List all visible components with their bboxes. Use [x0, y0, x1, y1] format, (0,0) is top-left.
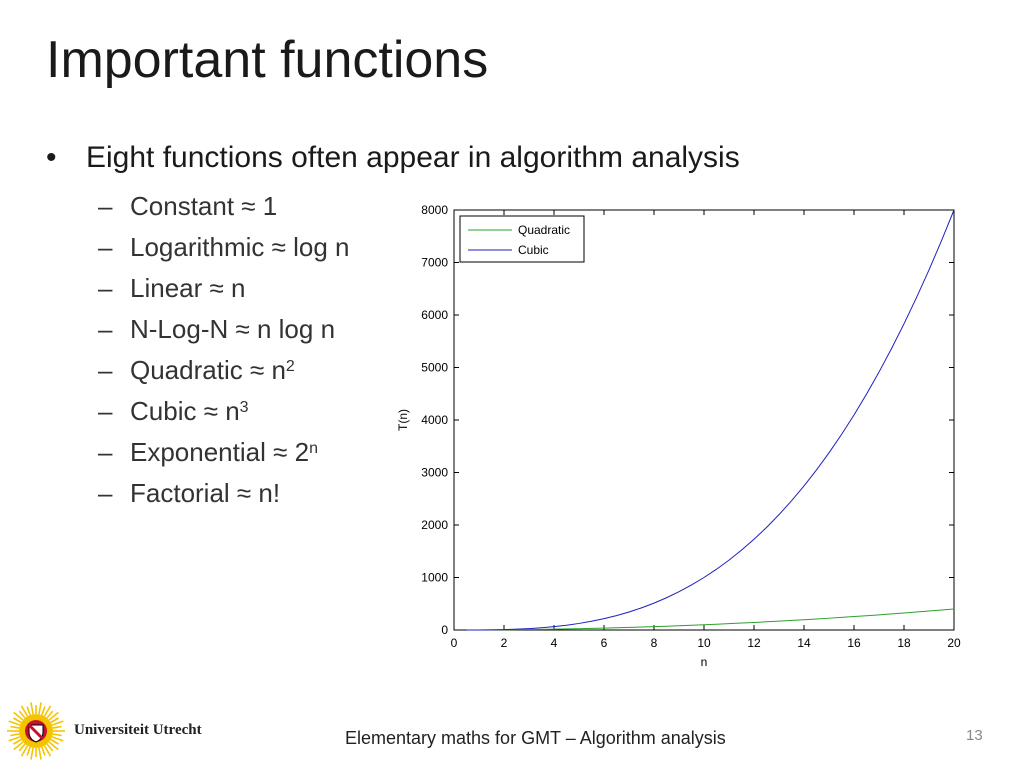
function-item-cubic: – Cubic ≈ n3 — [98, 396, 249, 426]
function-item-quadratic: – Quadratic ≈ n2 — [98, 355, 295, 385]
function-label: Quadratic ≈ n — [130, 355, 286, 385]
y-tick-label: 8000 — [421, 203, 448, 217]
x-tick-label: 2 — [501, 636, 508, 650]
y-tick-label: 6000 — [421, 308, 448, 322]
plot-frame — [453, 209, 955, 631]
footer-text: Elementary maths for GMT – Algorithm ana… — [345, 728, 726, 748]
series-line-quadratic — [466, 608, 955, 631]
y-tick-label: 3000 — [421, 466, 448, 480]
x-tick-label: 20 — [947, 636, 961, 650]
main-bullet: • Eight functions often appear in algorit… — [46, 141, 740, 175]
legend-label-quadratic: Quadratic — [518, 223, 570, 237]
y-tick-label: 1000 — [421, 571, 448, 585]
function-item-nlogn: – N-Log-N ≈ n log n — [98, 314, 336, 344]
main-bullet-text: Eight functions often appear in algorith… — [86, 141, 740, 174]
university-seal-logo — [7, 702, 65, 760]
function-label: Cubic ≈ n — [130, 396, 240, 426]
function-list: – Constant ≈ 1 – Logarithmic ≈ log n – Line… — [98, 186, 350, 514]
function-item-linear: – Linear ≈ n — [98, 273, 246, 303]
x-axis-label: n — [701, 655, 708, 669]
function-label: N-Log-N ≈ n log n — [130, 314, 336, 344]
function-item-constant: – Constant ≈ 1 — [98, 191, 278, 221]
function-item-factorial: – Factorial ≈ n! — [98, 478, 281, 508]
x-tick-label: 16 — [847, 636, 861, 650]
bullet-dot: • — [46, 141, 57, 174]
x-tick-label: 0 — [451, 636, 458, 650]
slide-title: Important functions — [46, 31, 489, 89]
legend-box — [459, 215, 585, 263]
function-exponent: n — [309, 440, 318, 457]
university-name: Universiteit Utrecht — [74, 722, 202, 738]
y-axis-label: T(n) — [396, 409, 410, 431]
x-tick-label: 4 — [551, 636, 558, 650]
page-number: 13 — [966, 727, 983, 744]
function-exponent: 2 — [285, 358, 295, 375]
y-tick-label: 4000 — [421, 413, 448, 427]
function-label: Linear ≈ n — [130, 273, 246, 303]
function-exponent: 3 — [239, 399, 249, 416]
function-label: Factorial ≈ n! — [130, 478, 281, 508]
x-tick-label: 12 — [747, 636, 761, 650]
x-tick-label: 18 — [897, 636, 911, 650]
growth-chart: 0 2 4 6 8 10 12 14 16 18 20 0 1000 2000 3000 4000 5000 60… — [396, 203, 961, 669]
y-tick-label: 2000 — [421, 518, 448, 532]
function-label: Logarithmic ≈ log n — [130, 232, 350, 262]
x-tick-label: 6 — [601, 636, 608, 650]
series-line-cubic — [466, 209, 955, 631]
y-tick-label: 7000 — [421, 256, 448, 270]
x-tick-label: 8 — [651, 636, 658, 650]
x-tick-label: 10 — [697, 636, 711, 650]
function-item-exponential: – Exponential ≈ 2n — [98, 437, 318, 467]
function-item-logarithmic: – Logarithmic ≈ log n — [98, 232, 350, 262]
function-label: Exponential ≈ 2 — [130, 437, 310, 467]
legend-label-cubic: Cubic — [518, 243, 549, 257]
y-tick-label: 5000 — [421, 361, 448, 375]
y-tick-label: 0 — [441, 623, 448, 637]
x-tick-label: 14 — [797, 636, 811, 650]
function-label: Constant ≈ 1 — [130, 191, 278, 221]
